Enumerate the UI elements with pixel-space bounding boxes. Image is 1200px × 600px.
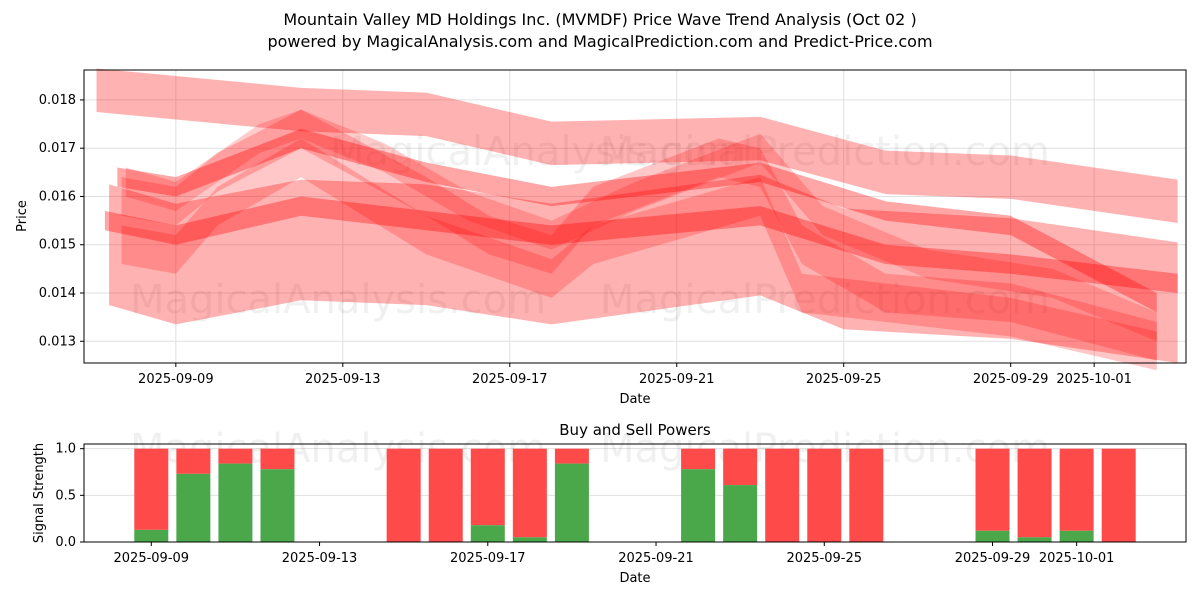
- sell-bar: [260, 448, 295, 470]
- price-wave-band: [104, 196, 1178, 294]
- x-tick-label: 2025-09-21: [639, 372, 715, 387]
- y-axis-label: Price: [15, 200, 30, 232]
- subplot-title: Buy and Sell Powers: [559, 421, 711, 439]
- sell-bar: [386, 448, 421, 542]
- sell-bar: [1017, 448, 1052, 538]
- chart-subtitle: powered by MagicalAnalysis.com and Magic…: [267, 32, 933, 51]
- x-tick-label: 2025-10-01: [1056, 372, 1132, 387]
- y-tick-label: 0.013: [39, 334, 76, 349]
- sell-bar: [176, 448, 211, 474]
- sell-bar: [723, 448, 758, 486]
- sell-bar: [218, 448, 253, 464]
- buy-bar: [512, 537, 547, 542]
- plot-frame: [83, 443, 1187, 543]
- chart-title: Mountain Valley MD Holdings Inc. (MVMDF)…: [283, 10, 917, 29]
- watermark: MagicalAnalysis.com: [330, 129, 746, 175]
- buy-bar: [723, 485, 758, 542]
- x-tick-label: 2025-10-01: [1039, 551, 1115, 566]
- y-tick-label: 0.018: [39, 93, 76, 108]
- x-tick-label: 2025-09-25: [806, 372, 882, 387]
- x-axis-label: Date: [619, 571, 650, 586]
- plot-frame: [83, 69, 1187, 364]
- x-tick-label: 2025-09-17: [450, 551, 526, 566]
- sell-bar: [975, 448, 1010, 531]
- x-tick-label: 2025-09-09: [138, 372, 214, 387]
- sell-bar: [1101, 448, 1136, 542]
- x-axis-label: Date: [619, 392, 650, 407]
- price-wave-band: [117, 128, 1157, 313]
- sell-bar: [512, 448, 547, 538]
- y-tick-label: 1.0: [55, 442, 76, 457]
- y-tick-label: 0.0: [55, 535, 76, 550]
- y-tick-label: 0.016: [39, 189, 76, 204]
- watermark: MagicalAnalysis.com: [130, 277, 546, 323]
- x-tick-label: 2025-09-25: [786, 551, 862, 566]
- sell-bar: [554, 448, 589, 464]
- buy-bar: [681, 469, 716, 542]
- sell-bar: [765, 448, 800, 542]
- sell-bar: [1059, 448, 1094, 531]
- y-axis-label: Signal Strength: [32, 443, 47, 543]
- y-tick-label: 0.014: [39, 286, 76, 301]
- y-tick-label: 0.017: [39, 141, 76, 156]
- x-tick-label: 2025-09-17: [472, 372, 548, 387]
- buy-bar: [176, 473, 211, 542]
- price-wave-band: [121, 109, 1157, 361]
- sell-bar: [849, 448, 884, 542]
- x-tick-label: 2025-09-13: [282, 551, 358, 566]
- sell-bar: [428, 448, 463, 542]
- sell-bar: [807, 448, 842, 542]
- x-tick-label: 2025-09-13: [305, 372, 381, 387]
- buy-bar: [975, 530, 1010, 542]
- buy-bar: [218, 463, 253, 542]
- watermark: MagicalPrediction.com: [600, 129, 1050, 175]
- y-tick-label: 0.5: [55, 488, 76, 503]
- sell-bar: [134, 448, 169, 530]
- price-wave-band: [96, 68, 1178, 224]
- buy-bar: [134, 529, 169, 542]
- buy-bar: [554, 463, 589, 542]
- x-tick-label: 2025-09-29: [955, 551, 1031, 566]
- x-tick-label: 2025-09-21: [618, 551, 694, 566]
- buy-bar: [1017, 537, 1052, 542]
- price-wave-band: [125, 109, 1157, 342]
- price-wave-band: [121, 138, 1157, 371]
- watermark: MagicalPrediction.com: [600, 277, 1050, 323]
- x-tick-label: 2025-09-09: [114, 551, 190, 566]
- x-tick-label: 2025-09-29: [973, 372, 1049, 387]
- price-wave-band: [109, 174, 1178, 363]
- sell-bar: [470, 448, 505, 526]
- buy-bar: [260, 469, 295, 542]
- buy-bar: [470, 525, 505, 542]
- y-tick-label: 0.015: [39, 238, 76, 253]
- sell-bar: [681, 448, 716, 470]
- buy-bar: [1059, 530, 1094, 542]
